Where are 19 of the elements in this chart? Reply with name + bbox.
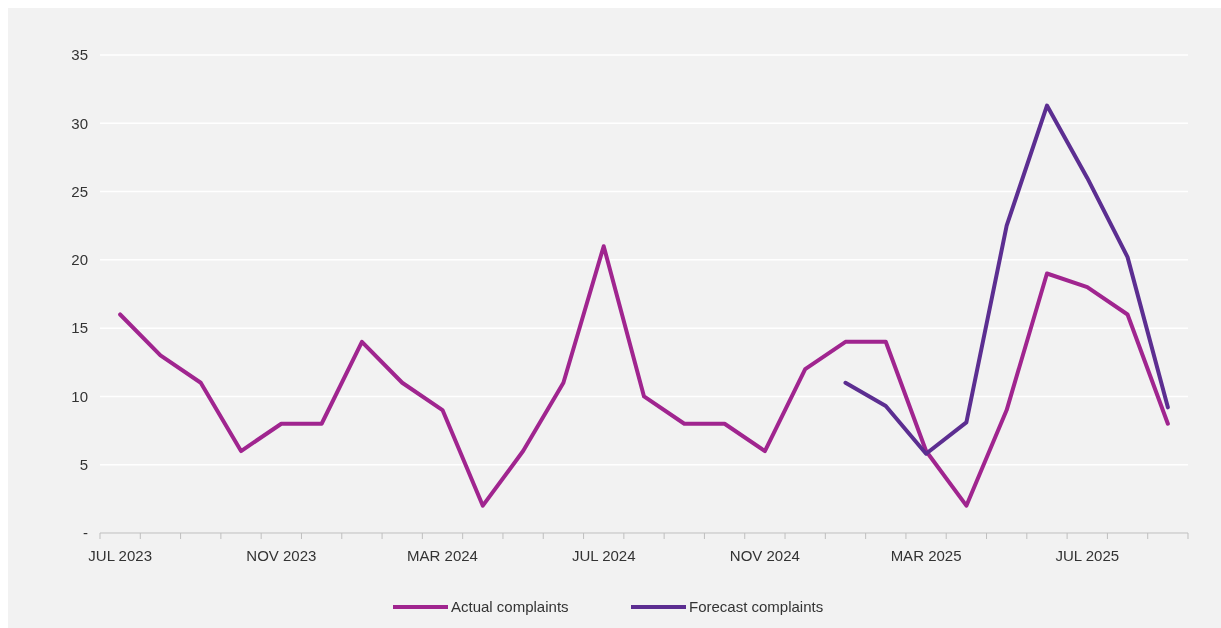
y-tick-label: 35 — [71, 46, 88, 64]
y-tick-label: 10 — [71, 387, 88, 405]
legend-label: Actual complaints — [451, 598, 569, 616]
y-tick-label: - — [83, 524, 88, 542]
x-tick-label: JUL 2024 — [571, 547, 636, 564]
legend-label: Forecast complaints — [689, 598, 824, 616]
y-tick-label: 5 — [79, 455, 88, 473]
x-tick-label: MAR 2024 — [407, 547, 478, 564]
y-tick-label: 20 — [71, 251, 88, 269]
x-tick-label: NOV 2024 — [729, 547, 800, 564]
x-tick-label: JUL 2025 — [1055, 547, 1120, 564]
line-series — [118, 244, 1170, 508]
y-tick-label: 30 — [71, 114, 88, 132]
x-tick-label: MAR 2025 — [890, 547, 962, 564]
y-tick-label: 25 — [71, 182, 88, 200]
x-tick-label: JUL 2023 — [88, 547, 152, 564]
y-tick-label: 15 — [71, 319, 88, 337]
x-tick-label: NOV 2023 — [246, 547, 317, 564]
line-series — [843, 103, 1170, 456]
